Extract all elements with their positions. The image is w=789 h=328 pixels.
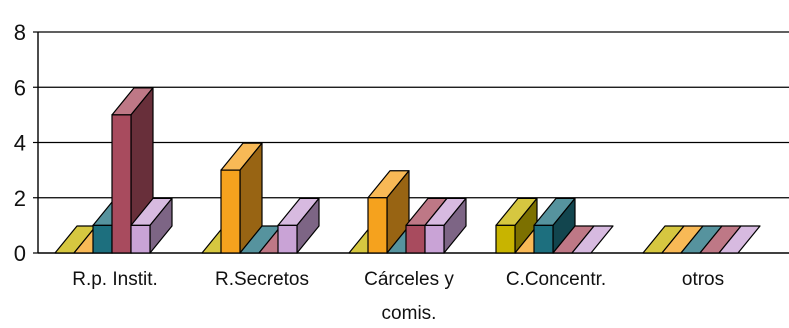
x-tick-label: R.Secretos [215,269,309,290]
bar [220,142,263,254]
bars [54,87,761,254]
x-tick-label: Cárceles y [364,269,454,290]
bar [718,225,761,254]
bar [424,197,467,254]
y-tick-labels: 0 2 4 6 8 [14,20,26,266]
x-tick-label: comis. [382,303,437,323]
y-tick-label: 0 [14,241,26,266]
bar [571,225,614,254]
x-tick-label: R.p. Instit. [72,269,158,290]
y-tick-label: 8 [14,20,26,45]
bar [533,197,576,254]
y-tick-label: 2 [14,186,26,211]
y-tick-label: 6 [14,75,26,100]
bar [111,87,154,254]
grid-lines [38,31,789,199]
bar [277,197,320,254]
bar [130,197,173,254]
x-tick-label: C.Concentr. [506,269,606,290]
x-tick-labels: R.p. Instit. R.Secretos Cárceles y comis. C.… [72,269,724,324]
x-tick-label: otros [682,269,724,290]
y-tick-label: 4 [14,131,26,156]
